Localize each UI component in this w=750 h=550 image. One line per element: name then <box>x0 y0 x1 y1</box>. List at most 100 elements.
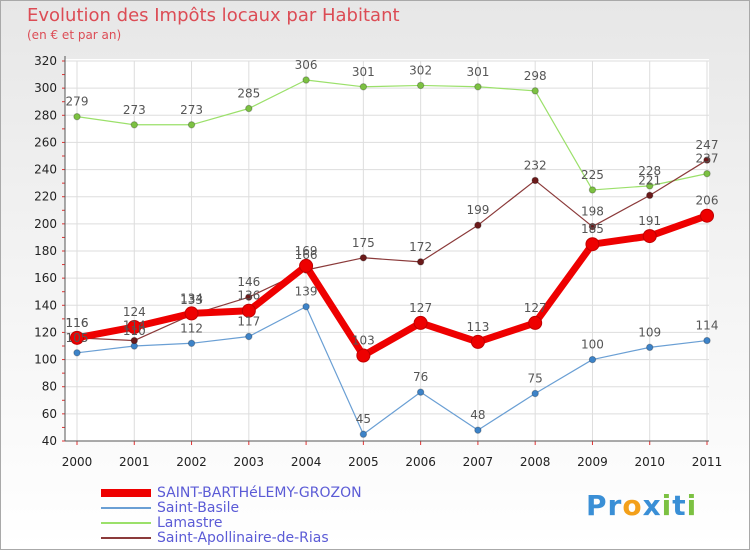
data-point <box>359 83 368 91</box>
data-point <box>73 112 81 121</box>
data-label: 76 <box>413 370 428 384</box>
data-point <box>474 221 482 229</box>
x-tick-label: 2011 <box>692 455 723 469</box>
data-label: 301 <box>352 65 375 79</box>
y-tick-label: 300 <box>34 81 57 95</box>
data-label: 124 <box>123 305 146 319</box>
data-label: 191 <box>638 214 661 228</box>
data-label: 301 <box>466 65 489 79</box>
data-label: 273 <box>180 103 203 117</box>
data-point <box>703 336 711 345</box>
x-tick-label: 2001 <box>119 455 150 469</box>
chart-title: Evolution des Impôts locaux par Habitant <box>27 5 400 26</box>
data-point <box>416 81 425 90</box>
data-point <box>588 222 597 231</box>
data-label: 114 <box>123 319 146 333</box>
data-point <box>470 334 485 349</box>
y-tick-label: 200 <box>34 217 57 231</box>
data-label: 206 <box>696 194 719 208</box>
x-tick-label: 2000 <box>62 455 93 469</box>
data-label: 199 <box>466 203 489 217</box>
y-tick-label: 140 <box>34 298 57 312</box>
data-point <box>130 121 138 129</box>
logo-letter: r <box>607 489 623 522</box>
data-point <box>359 254 368 262</box>
data-label: 228 <box>638 164 661 178</box>
legend-item: Lamastre <box>101 516 362 531</box>
data-label: 110 <box>123 324 146 338</box>
data-label: 109 <box>638 325 661 339</box>
data-point <box>703 156 711 164</box>
data-label: 112 <box>180 321 203 335</box>
legend-label: Lamastre <box>157 515 223 531</box>
data-point <box>588 355 597 364</box>
y-tick-label: 260 <box>34 135 57 149</box>
x-tick-label: 2009 <box>577 455 608 469</box>
y-tick-label: 320 <box>34 54 57 68</box>
x-tick-label: 2003 <box>234 455 265 469</box>
data-point <box>585 237 600 252</box>
logo-letter: o <box>622 489 643 522</box>
data-label: 116 <box>66 316 89 330</box>
data-label: 247 <box>696 138 719 152</box>
series-line-0 <box>76 306 708 435</box>
data-point <box>187 339 196 347</box>
y-tick-label: 240 <box>34 163 57 177</box>
data-label: 113 <box>466 320 489 334</box>
plot-area <box>65 59 709 441</box>
chart-subtitle: (en € et par an) <box>27 28 122 42</box>
logo-letter: P <box>586 489 608 522</box>
data-label: 185 <box>581 222 604 236</box>
data-point <box>73 349 81 357</box>
logo-letter: x <box>642 489 662 522</box>
y-tick-label: 220 <box>34 190 57 204</box>
legend: SAINT-BARTHéLEMY-GROZON Saint-Basile Lamas… <box>101 486 362 546</box>
x-tick-label: 2008 <box>520 455 551 469</box>
legend-swatch <box>101 489 151 497</box>
data-point <box>302 302 310 311</box>
data-label: 166 <box>295 248 318 262</box>
data-point <box>245 104 253 113</box>
data-point <box>703 169 711 178</box>
data-label: 279 <box>66 95 89 109</box>
data-point <box>700 208 714 223</box>
data-label: 232 <box>524 158 547 172</box>
y-tick-label: 80 <box>42 380 57 394</box>
data-label: 75 <box>528 372 543 386</box>
data-label: 127 <box>409 301 432 315</box>
legend-label: SAINT-BARTHéLEMY-GROZON <box>157 485 362 501</box>
data-point <box>413 315 428 330</box>
data-label: 127 <box>524 301 547 315</box>
data-point <box>356 348 371 363</box>
data-point <box>646 191 654 200</box>
legend-swatch <box>101 522 151 524</box>
data-label: 285 <box>237 87 260 101</box>
y-tick-label: 180 <box>34 244 57 258</box>
data-label: 198 <box>581 205 604 219</box>
x-tick-label: 2004 <box>291 455 322 469</box>
series-line-3 <box>76 212 709 359</box>
data-point <box>127 320 142 334</box>
data-label: 298 <box>524 69 547 83</box>
x-tick-label: 2010 <box>634 455 665 469</box>
data-point <box>588 186 597 194</box>
data-point <box>302 76 310 84</box>
data-label: 306 <box>295 58 318 72</box>
y-tick-label: 60 <box>42 407 57 421</box>
data-label: 116 <box>66 316 89 330</box>
y-tick-label: 120 <box>34 325 57 339</box>
x-tick-label: 2007 <box>463 455 494 469</box>
data-label: 114 <box>696 319 719 333</box>
logo-letter: i <box>661 489 673 522</box>
data-point <box>416 388 425 396</box>
data-point <box>474 83 482 91</box>
legend-swatch <box>101 537 151 539</box>
data-label: 136 <box>237 289 260 303</box>
x-tick-label: 2006 <box>405 455 436 469</box>
y-tick-label: 160 <box>34 271 57 285</box>
data-label: 273 <box>123 103 146 117</box>
data-label: 105 <box>66 331 89 345</box>
data-point <box>474 426 482 434</box>
data-label: 139 <box>295 285 318 299</box>
